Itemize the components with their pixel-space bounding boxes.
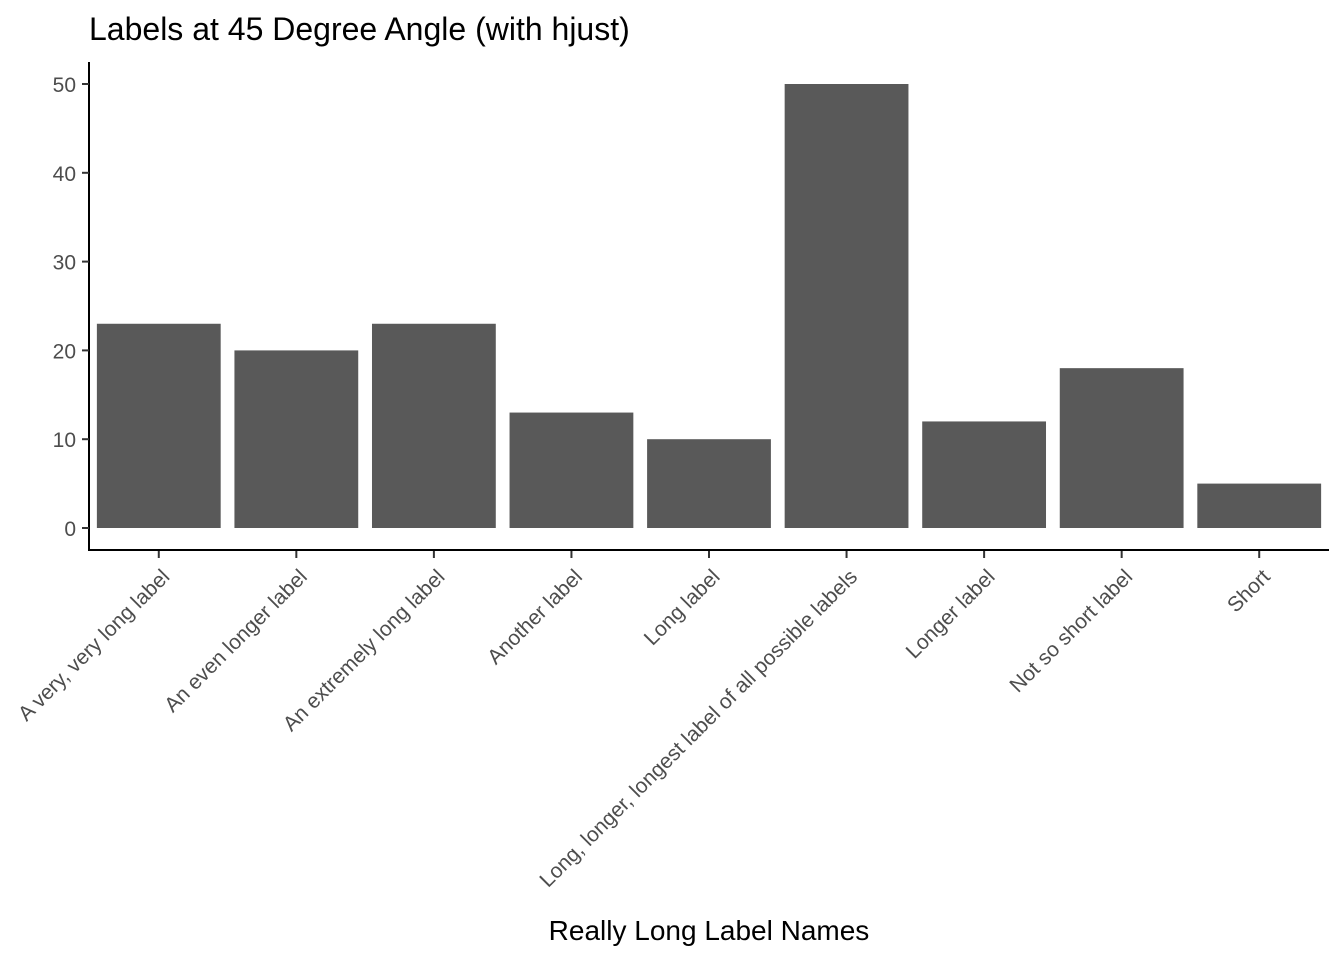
x-tick-label: Short [1223,565,1275,617]
bar [234,350,359,528]
x-tick-label: Not so short label [1005,565,1137,697]
chart-title: Labels at 45 Degree Angle (with hjust) [89,11,630,47]
y-tick-label: 50 [53,74,76,97]
bar [784,84,909,528]
bar [647,439,771,528]
x-axis-title: Really Long Label Names [549,915,870,946]
y-tick-label: 20 [53,340,76,363]
x-tick-label: Long label [640,565,725,650]
bars-group [96,84,1322,528]
x-tick-label: An extremely long label [279,565,450,736]
x-tick-label: Another label [483,565,587,669]
bar [96,323,221,528]
bar [922,421,1047,528]
y-tick-label: 40 [53,163,76,186]
y-tick-label: 10 [53,429,76,452]
x-tick-label: Long, longer, longest label of all possi… [535,565,862,892]
y-tick-label: 30 [53,252,76,275]
y-tick-label: 0 [64,518,76,541]
x-tick-label: An even longer label [160,565,312,717]
bar [371,323,496,528]
y-axis: 0 10 20 30 40 50 [53,62,90,551]
bar [1059,368,1184,528]
bar [1197,483,1322,528]
x-tick-label: A very, very long label [14,565,174,725]
bar [509,412,634,528]
x-tick-label: Longer label [902,565,1000,663]
